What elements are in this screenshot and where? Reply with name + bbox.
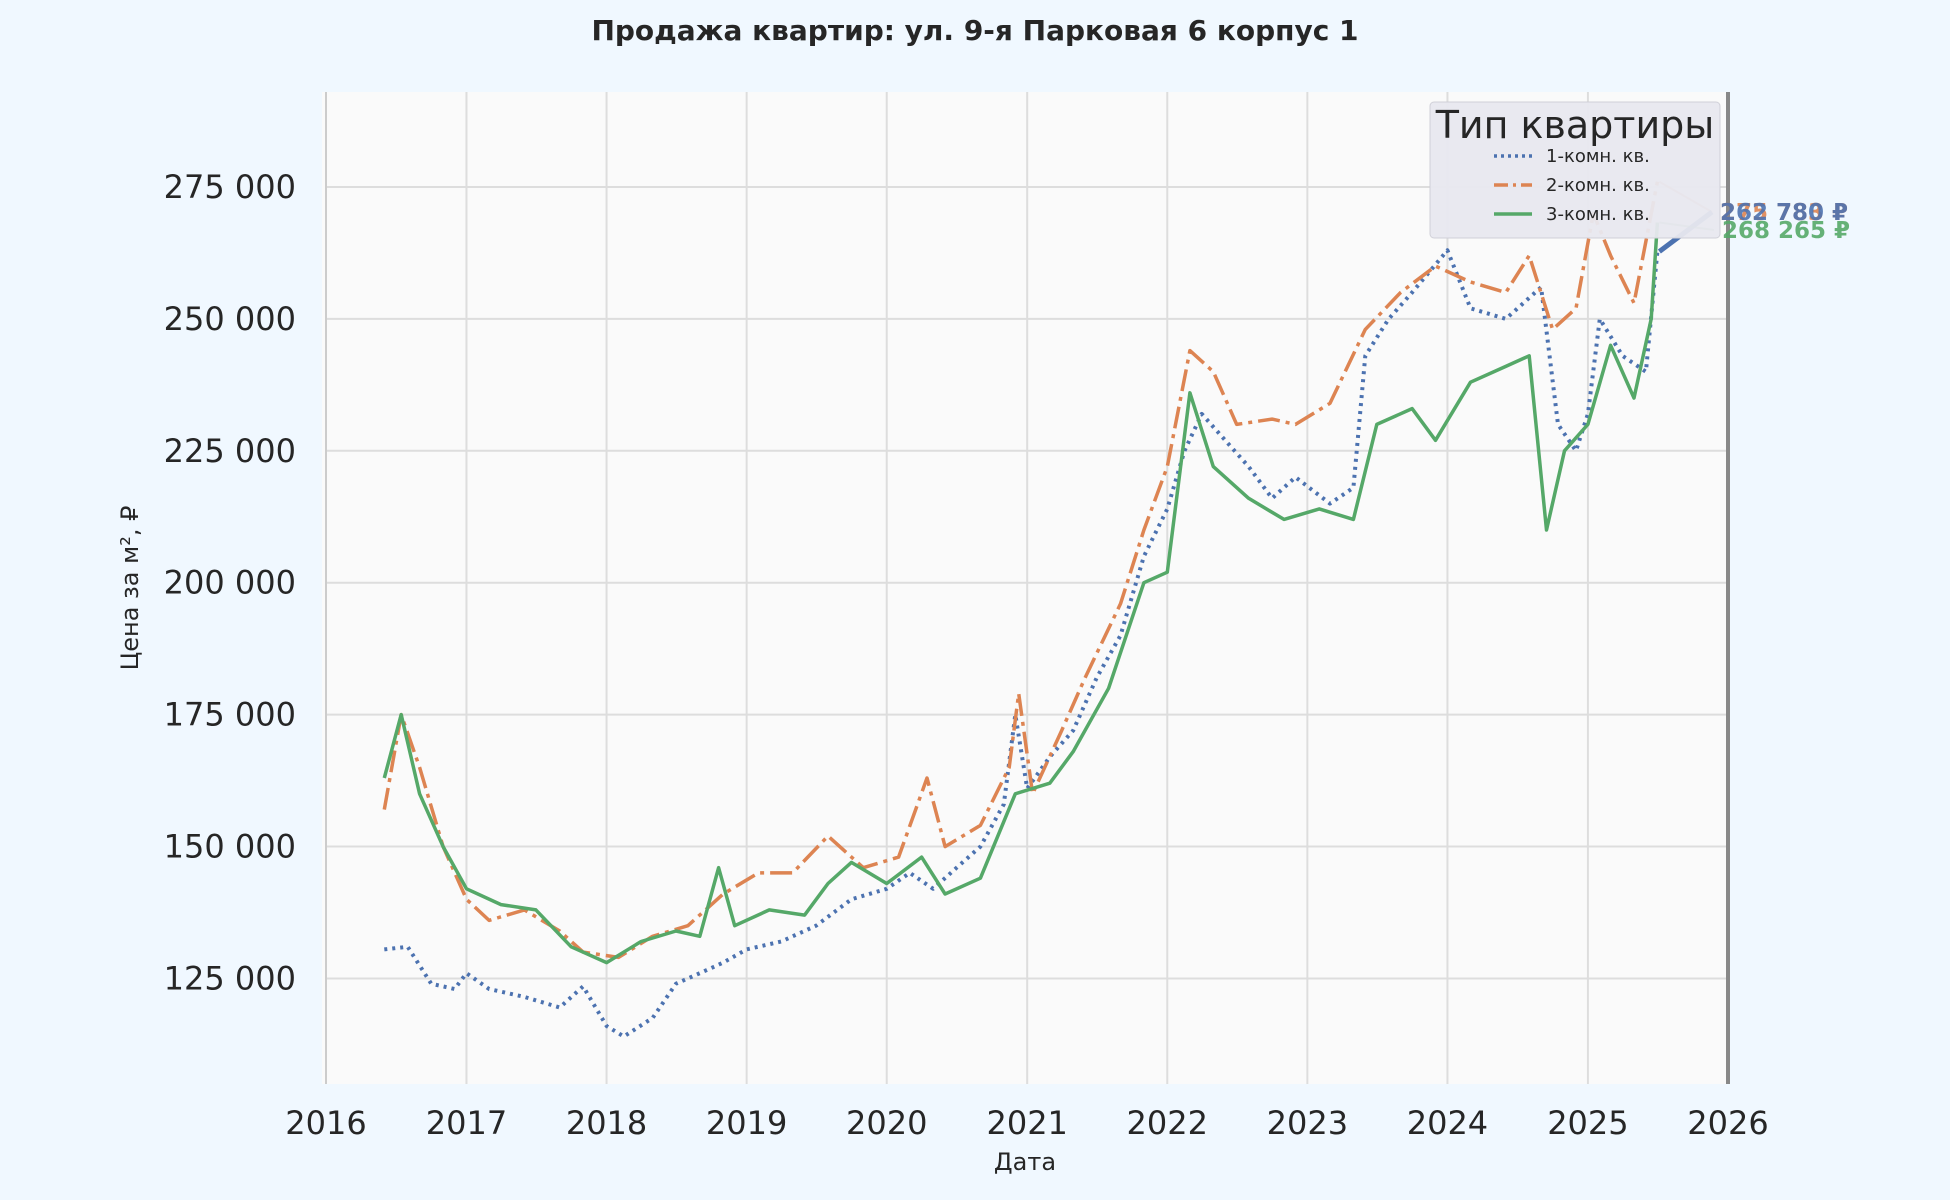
x-tick-label: 2016 bbox=[285, 1104, 366, 1142]
x-tick-label: 2026 bbox=[1687, 1104, 1768, 1142]
y-axis-label: Цена за м², ₽ bbox=[116, 506, 144, 671]
x-tick-label: 2021 bbox=[986, 1104, 1067, 1142]
y-tick-label: 275 000 bbox=[164, 168, 296, 206]
y-tick-labels: 125 000 150 000 175 000 200 000 225 000 250 0… bbox=[164, 168, 296, 997]
y-tick-label: 150 000 bbox=[164, 828, 296, 866]
series-lines bbox=[382, 181, 1660, 1039]
chart-title: Продажа квартир: ул. 9-я Парковая 6 корп… bbox=[591, 14, 1358, 47]
y-tick-label: 250 000 bbox=[164, 300, 296, 338]
legend-item-label: 2-комн. кв. bbox=[1546, 175, 1650, 196]
series-line-2 bbox=[382, 181, 1660, 960]
legend-item-label: 1-комн. кв. bbox=[1546, 146, 1650, 167]
x-tick-label: 2020 bbox=[846, 1104, 927, 1142]
x-tick-label: 2022 bbox=[1127, 1104, 1208, 1142]
x-tick-label: 2018 bbox=[566, 1104, 647, 1142]
y-tick-label: 175 000 bbox=[164, 696, 296, 734]
end-value-label: 275 783 ₽ bbox=[1720, 200, 1848, 226]
series-line-3 bbox=[382, 222, 1660, 965]
x-tick-label: 2019 bbox=[706, 1104, 787, 1142]
y-tick-label: 125 000 bbox=[164, 959, 296, 997]
legend: Тип квартиры 1-комн. кв. 2-комн. кв. 3-ком… bbox=[1429, 101, 1721, 239]
x-tick-label: 2025 bbox=[1547, 1104, 1628, 1142]
x-axis-label: Дата bbox=[994, 1148, 1056, 1176]
legend-item-label: 3-комн. кв. bbox=[1546, 204, 1650, 225]
x-tick-label: 2024 bbox=[1407, 1104, 1488, 1142]
legend-box bbox=[1429, 101, 1721, 239]
x-tick-label: 2023 bbox=[1267, 1104, 1348, 1142]
x-tick-label: 2017 bbox=[426, 1104, 507, 1142]
x-tick-labels: 2016 2017 2018 2019 2020 2021 2022 2023 2024 2025… bbox=[285, 1104, 1768, 1142]
legend-title: Тип квартиры bbox=[1435, 103, 1715, 147]
end-value-label: 262 780 ₽ bbox=[1720, 200, 1848, 226]
y-tick-label: 225 000 bbox=[164, 432, 296, 470]
plot-area bbox=[322, 92, 1728, 1084]
end-value-label: 268 265 ₽ bbox=[1722, 218, 1850, 244]
series-line-1 bbox=[384, 248, 1660, 1039]
y-tick-label: 200 000 bbox=[164, 564, 296, 602]
